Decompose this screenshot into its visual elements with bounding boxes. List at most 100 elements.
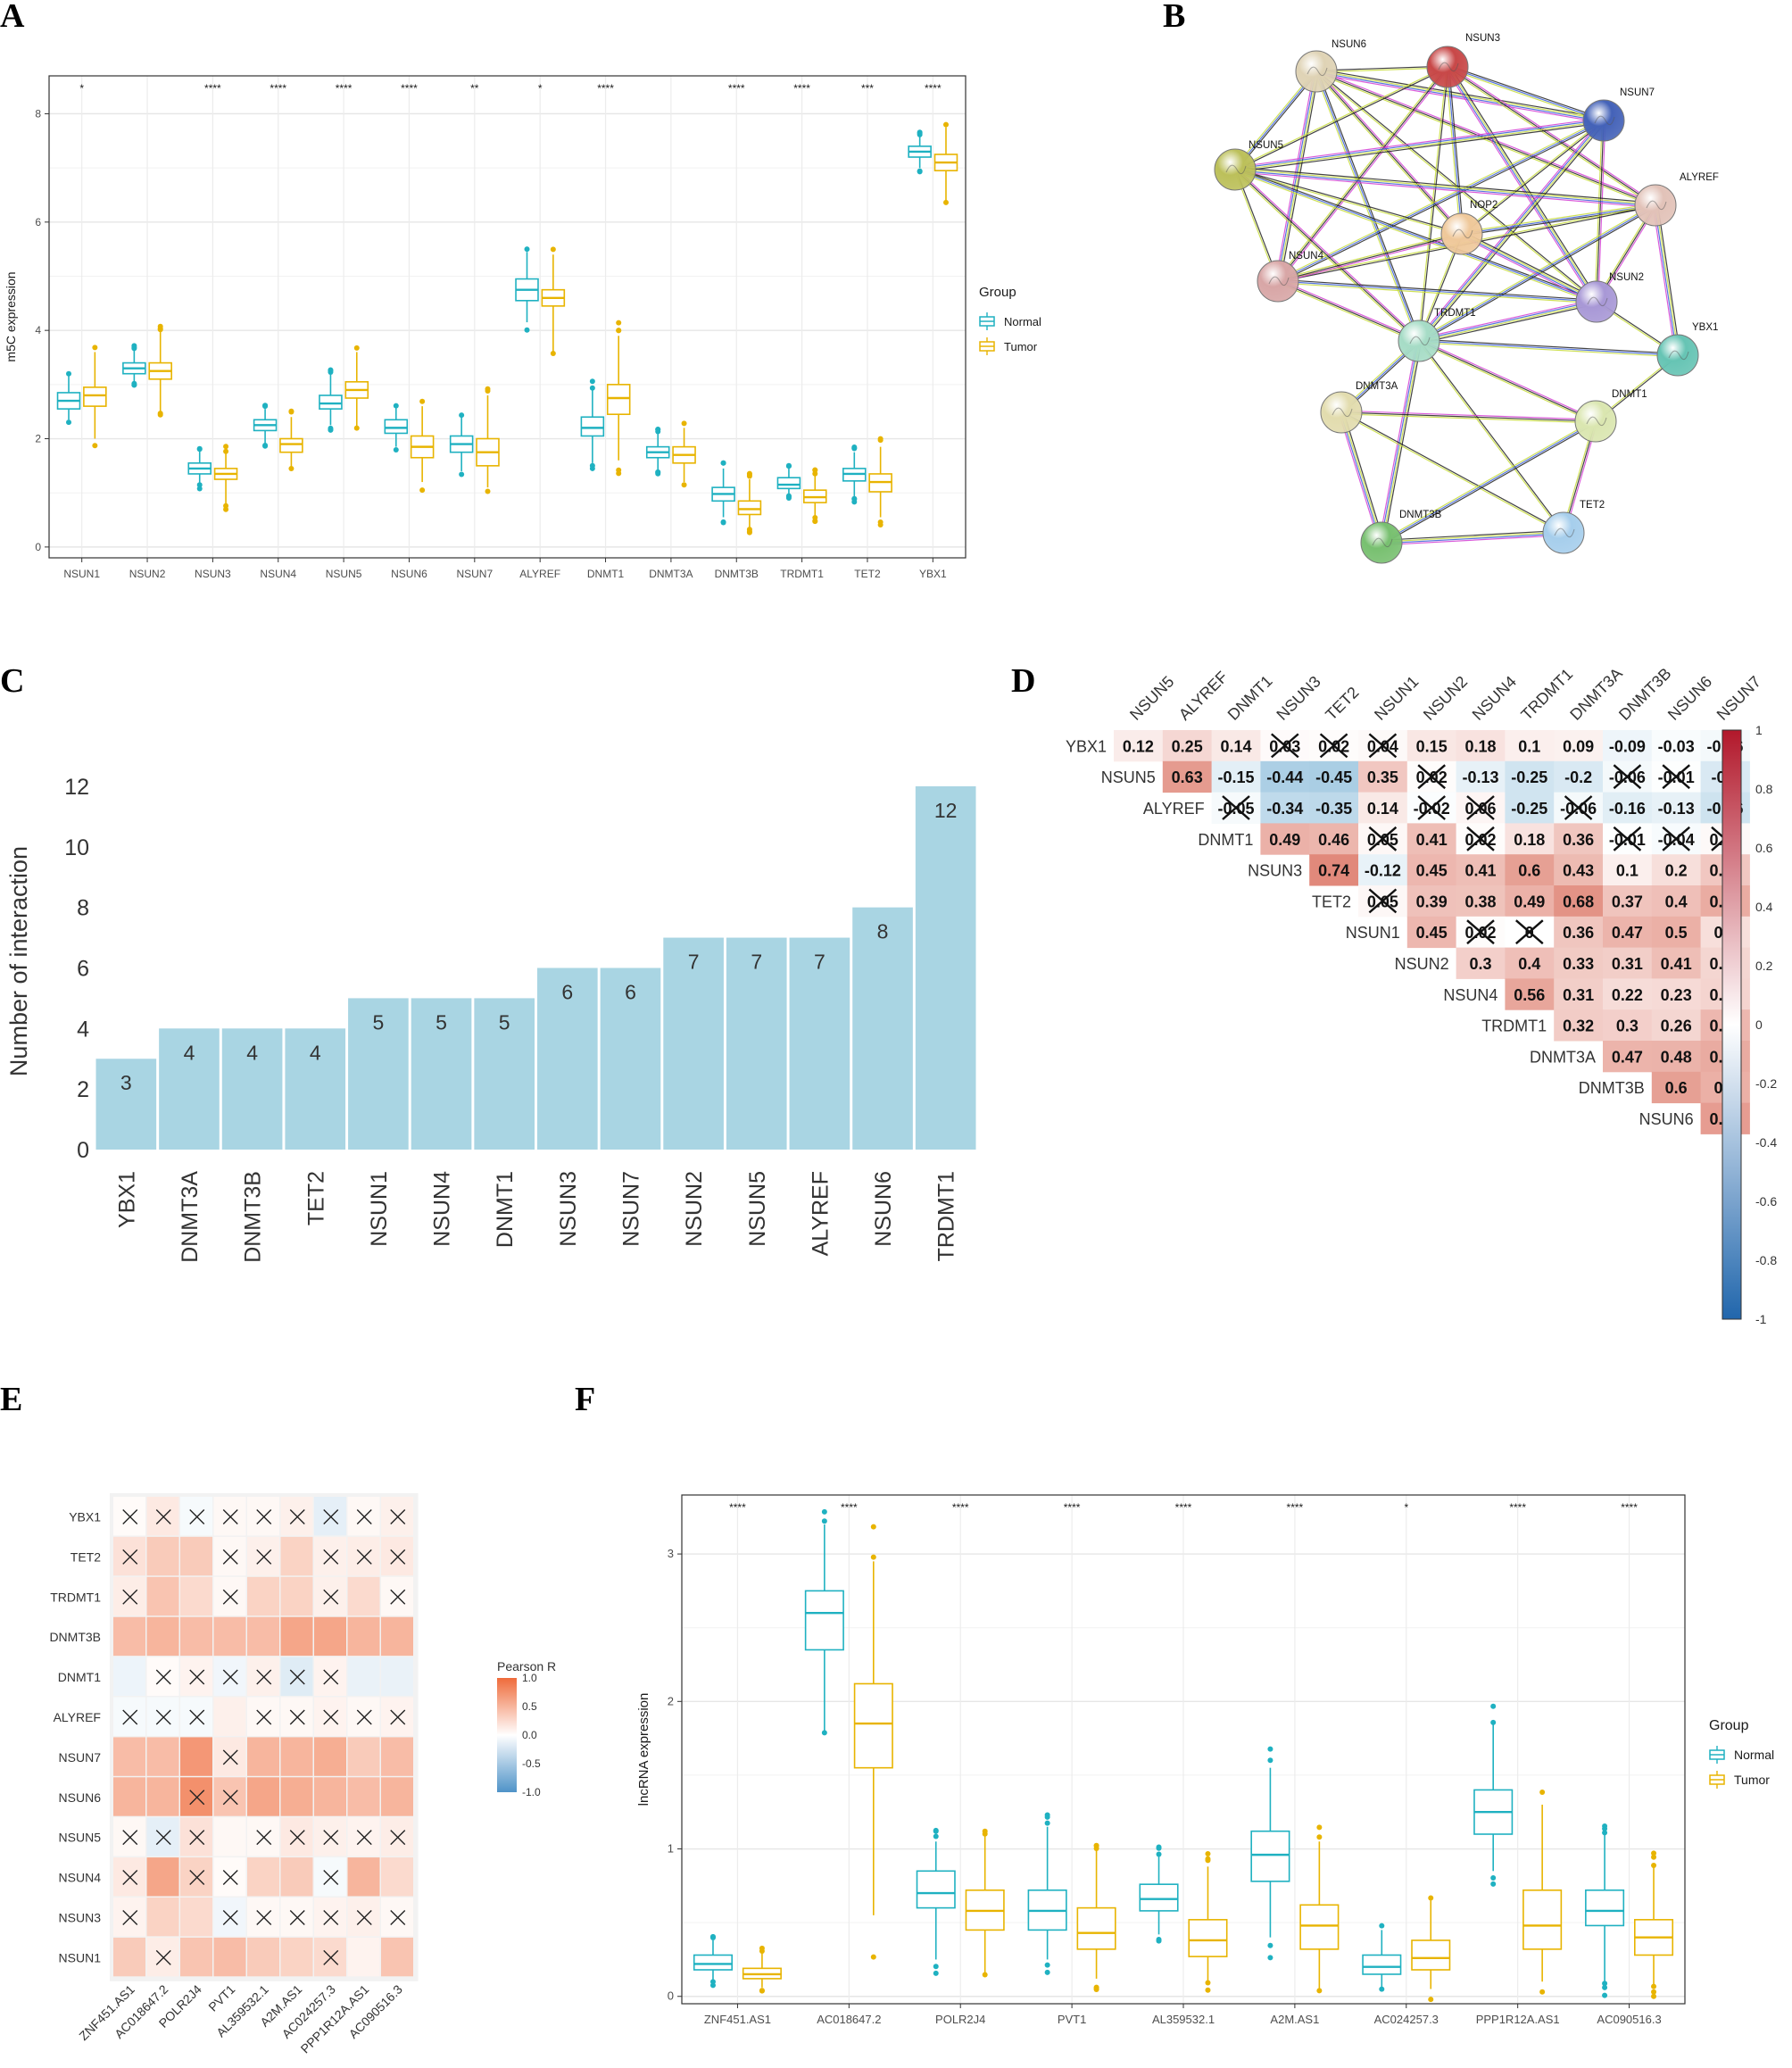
cell-value: -0.13 [1658, 800, 1695, 818]
cell-value: -0.16 [1609, 800, 1646, 818]
heatmap-cell-NSUN7-AC018647.2 [146, 1737, 179, 1776]
bar-alyref [789, 937, 850, 1150]
box-normal-TRDMT1 [776, 462, 801, 501]
heatmap-cell-NSUN7-AC090516.3 [381, 1737, 413, 1776]
outlier-point [1490, 1875, 1497, 1881]
outlier-point [942, 199, 949, 205]
node-label: YBX1 [1692, 322, 1718, 333]
nonsignificant-cross [122, 1589, 138, 1605]
outlier-point [982, 1831, 988, 1837]
outlier-point [1651, 1854, 1657, 1860]
edge-NSUN6-NSUN5 [1234, 71, 1317, 170]
heatmap-cell-TRDMT1-NSUN6 [1651, 1009, 1702, 1042]
cell-value: 0.3 [1469, 955, 1491, 973]
edge-NSUN7-NSUN5 [1235, 122, 1605, 173]
heatmap-cell-YBX1-NSUN2 [1406, 730, 1457, 762]
outlier-point [655, 428, 661, 435]
legend-title: Group [1709, 1718, 1749, 1733]
protein-node [1656, 334, 1699, 377]
bar-dnmt1 [474, 998, 535, 1150]
edge-NSUN6-NSUN7 [1315, 73, 1604, 124]
x-tick-label: AC018647.2 [817, 2013, 881, 2026]
heatmap-cell-NSUN2-NSUN6 [1651, 947, 1702, 979]
outlier-point [157, 326, 163, 332]
cell-value: 0.41 [1464, 862, 1496, 880]
x-tick-label: ALYREF [808, 1171, 833, 1256]
cell-value: 0.49 [1269, 831, 1300, 849]
edge-DNMT3A-DNMT1 [1341, 410, 1597, 420]
heatmap-cell-NSUN7-A2M.AS1 [280, 1737, 313, 1776]
x-tick-label: NSUN4 [430, 1171, 455, 1247]
nonsignificant-cross [356, 1508, 372, 1524]
y-axis-label: Number of interaction [5, 846, 32, 1076]
edge-NOP2-NSUN2 [1460, 235, 1597, 304]
box-normal-AC018647.2 [804, 1508, 844, 1736]
significance-label: **** [729, 1501, 746, 1514]
outlier-point [942, 121, 949, 128]
cell-value: -0.15 [1217, 768, 1254, 786]
heatmap-cell-NSUN2-TRDMT1 [1505, 947, 1555, 979]
y-tick-label: 8 [35, 107, 41, 120]
heatmap-cell-YBX1-DNMT3A [1554, 730, 1604, 762]
heatmap-cell-TRDMT1-DNMT3A [1554, 1009, 1604, 1042]
edge-TRDMT1-YBX1 [1418, 340, 1679, 356]
box-normal-DNMT3B [711, 460, 735, 526]
heatmap-cell-NSUN5-ALYREF [1162, 760, 1213, 793]
outlier-point [821, 1508, 827, 1515]
y-tick-label: 1 [668, 1842, 674, 1856]
iqr-box [319, 394, 343, 410]
heatmap-cell-NSUN7-AC024257.3 [314, 1737, 346, 1776]
protein-node [1575, 280, 1618, 323]
outlier-point [1093, 1842, 1099, 1848]
cell-value: 0.56 [1514, 986, 1545, 1004]
row-label: DNMT1 [58, 1670, 101, 1684]
edge-NSUN5-TRDMT1 [1233, 170, 1419, 343]
node-label: TRDMT1 [1434, 308, 1476, 319]
iqr-box [853, 1682, 893, 1769]
heatmap-cell-NSUN6-A2M.AS1 [280, 1777, 313, 1816]
heatmap-cell-DNMT1-NSUN3 [1260, 823, 1310, 855]
edge-NSUN2-TRDMT1 [1419, 303, 1597, 345]
outlier-point [746, 471, 752, 478]
edge-NSUN3-NSUN7 [1447, 68, 1604, 123]
edge-NSUN6-NSUN4 [1280, 71, 1320, 282]
edge-DNMT1-DNMT3B [1381, 420, 1597, 544]
col-label: TRDMT1 [1517, 665, 1576, 724]
y-tick-label: 8 [77, 896, 89, 921]
outlier-point [92, 345, 98, 351]
bar-nsun3 [537, 968, 598, 1150]
nonsignificant-cross [122, 1709, 138, 1725]
nonsignificant-cross [256, 1830, 272, 1846]
nonsignificant-cross [222, 1669, 238, 1685]
heatmap-cell-NSUN1-DNMT3B [1603, 916, 1653, 949]
outlier-point [1316, 1834, 1323, 1840]
plot-background [49, 76, 966, 558]
bar-trdmt1 [915, 785, 976, 1150]
row-label: NSUN5 [1101, 768, 1156, 786]
panel-label-d: D [1011, 662, 1035, 700]
heatmap-cell-NSUN5-PVT1 [213, 1817, 246, 1856]
cell-value: -0.44 [1266, 768, 1303, 786]
bar-value-label: 7 [751, 951, 762, 974]
outlier-point [1093, 1987, 1099, 1993]
edge-NSUN3-ALYREF [1447, 66, 1656, 206]
cell-value: 0.45 [1416, 862, 1448, 880]
edge-DNMT3A-DNMT3B [1340, 412, 1381, 544]
bar-value-label: 3 [120, 1071, 132, 1094]
cell-value: -0.34 [1266, 800, 1303, 818]
nonsignificant-cross [256, 1709, 272, 1725]
nonsignificant-cross [222, 1549, 238, 1565]
edge-TRDMT1-DNMT1 [1418, 342, 1596, 424]
x-tick-label: TRDMT1 [780, 568, 824, 580]
outlier-point [393, 403, 399, 409]
box-normal-NSUN3 [187, 445, 212, 492]
iqr-box [1250, 1830, 1290, 1882]
significance-label: **** [728, 82, 745, 95]
outlier-point [1651, 1983, 1657, 1989]
outlier-point [681, 482, 687, 488]
heatmap-cell-NSUN5-DNMT3A [1554, 760, 1604, 793]
panel-label-f: F [575, 1381, 595, 1418]
nonsignificant-cross [155, 1669, 171, 1685]
outlier-point [1044, 1969, 1050, 1975]
outlier-point [851, 444, 858, 450]
